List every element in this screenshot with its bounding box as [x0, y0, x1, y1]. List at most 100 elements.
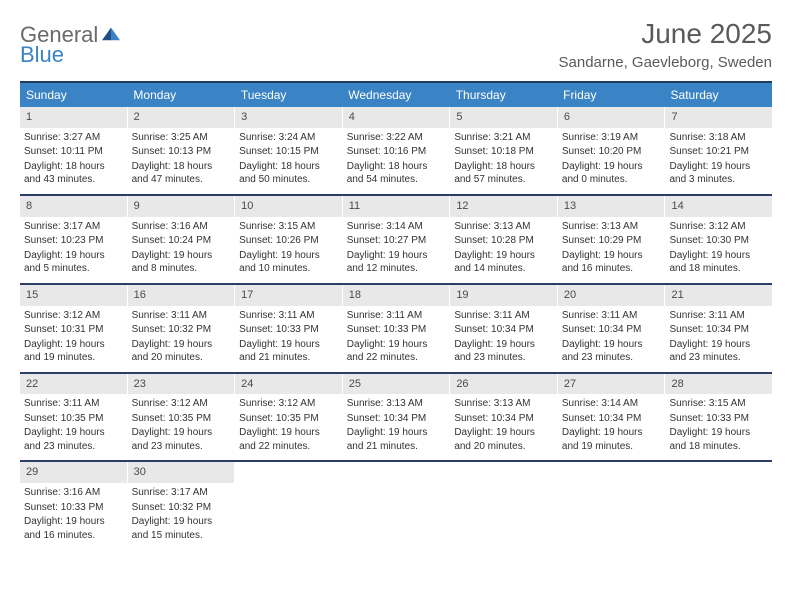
day-number: 29 — [20, 462, 127, 483]
month-title: June 2025 — [559, 18, 772, 50]
daylight-line: Daylight: 19 hours and 15 minutes. — [132, 515, 231, 542]
logo-word-blue: Blue — [20, 44, 122, 66]
day-cell: 14Sunrise: 3:12 AMSunset: 10:30 PMDaylig… — [665, 196, 772, 283]
day-cell — [665, 462, 772, 549]
day-cell: 12Sunrise: 3:13 AMSunset: 10:28 PMDaylig… — [450, 196, 558, 283]
daylight-line: Daylight: 18 hours and 47 minutes. — [132, 160, 231, 187]
day-number: 7 — [665, 107, 772, 128]
calendar-grid: SundayMondayTuesdayWednesdayThursdayFrid… — [20, 81, 772, 549]
sunrise-line: Sunrise: 3:11 AM — [669, 309, 768, 323]
weekday-header-row: SundayMondayTuesdayWednesdayThursdayFrid… — [20, 83, 772, 107]
day-cell: 19Sunrise: 3:11 AMSunset: 10:34 PMDaylig… — [450, 285, 558, 372]
title-block: June 2025 Sandarne, Gaevleborg, Sweden — [559, 18, 772, 71]
sunrise-line: Sunrise: 3:12 AM — [132, 397, 231, 411]
day-number: 27 — [558, 374, 665, 395]
week-row: 15Sunrise: 3:12 AMSunset: 10:31 PMDaylig… — [20, 285, 772, 374]
sunset-line: Sunset: 10:18 PM — [454, 145, 553, 159]
sunrise-line: Sunrise: 3:22 AM — [347, 131, 446, 145]
sunrise-line: Sunrise: 3:27 AM — [24, 131, 123, 145]
sunset-line: Sunset: 10:13 PM — [132, 145, 231, 159]
weekday-label: Wednesday — [342, 83, 449, 107]
day-number: 1 — [20, 107, 127, 128]
sunset-line: Sunset: 10:29 PM — [562, 234, 661, 248]
day-number: 3 — [235, 107, 342, 128]
sunset-line: Sunset: 10:30 PM — [669, 234, 768, 248]
sunrise-line: Sunrise: 3:13 AM — [454, 397, 553, 411]
day-number: 11 — [343, 196, 450, 217]
weekday-label: Saturday — [665, 83, 772, 107]
sunrise-line: Sunrise: 3:13 AM — [347, 397, 446, 411]
week-row: 1Sunrise: 3:27 AMSunset: 10:11 PMDayligh… — [20, 107, 772, 196]
sunset-line: Sunset: 10:33 PM — [24, 501, 123, 515]
location: Sandarne, Gaevleborg, Sweden — [559, 54, 772, 71]
calendar-page: General Blue June 2025 Sandarne, Gaevleb… — [0, 0, 792, 567]
sunrise-line: Sunrise: 3:11 AM — [132, 309, 231, 323]
sunset-line: Sunset: 10:31 PM — [24, 323, 123, 337]
day-cell — [235, 462, 343, 549]
logo-mark-icon — [100, 24, 122, 42]
day-cell — [450, 462, 558, 549]
day-cell: 5Sunrise: 3:21 AMSunset: 10:18 PMDayligh… — [450, 107, 558, 194]
day-cell: 25Sunrise: 3:13 AMSunset: 10:34 PMDaylig… — [343, 374, 451, 461]
daylight-line: Daylight: 19 hours and 3 minutes. — [669, 160, 768, 187]
daylight-line: Daylight: 18 hours and 54 minutes. — [347, 160, 446, 187]
day-cell: 18Sunrise: 3:11 AMSunset: 10:33 PMDaylig… — [343, 285, 451, 372]
sunset-line: Sunset: 10:24 PM — [132, 234, 231, 248]
sunset-line: Sunset: 10:33 PM — [347, 323, 446, 337]
sunrise-line: Sunrise: 3:11 AM — [347, 309, 446, 323]
day-number: 5 — [450, 107, 557, 128]
day-number: 28 — [665, 374, 772, 395]
sunrise-line: Sunrise: 3:17 AM — [24, 220, 123, 234]
day-number: 30 — [128, 462, 235, 483]
daylight-line: Daylight: 19 hours and 8 minutes. — [132, 249, 231, 276]
week-row: 29Sunrise: 3:16 AMSunset: 10:33 PMDaylig… — [20, 462, 772, 549]
daylight-line: Daylight: 19 hours and 22 minutes. — [347, 338, 446, 365]
sunrise-line: Sunrise: 3:24 AM — [239, 131, 338, 145]
daylight-line: Daylight: 19 hours and 23 minutes. — [24, 426, 123, 453]
daylight-line: Daylight: 19 hours and 5 minutes. — [24, 249, 123, 276]
day-number: 13 — [558, 196, 665, 217]
daylight-line: Daylight: 19 hours and 23 minutes. — [562, 338, 661, 365]
sunset-line: Sunset: 10:35 PM — [132, 412, 231, 426]
daylight-line: Daylight: 19 hours and 21 minutes. — [239, 338, 338, 365]
sunset-line: Sunset: 10:34 PM — [347, 412, 446, 426]
sunrise-line: Sunrise: 3:15 AM — [239, 220, 338, 234]
day-number: 26 — [450, 374, 557, 395]
logo: General Blue — [20, 24, 122, 66]
day-number: 22 — [20, 374, 127, 395]
daylight-line: Daylight: 19 hours and 18 minutes. — [669, 249, 768, 276]
day-number: 21 — [665, 285, 772, 306]
daylight-line: Daylight: 19 hours and 23 minutes. — [454, 338, 553, 365]
sunset-line: Sunset: 10:20 PM — [562, 145, 661, 159]
weekday-label: Thursday — [450, 83, 557, 107]
sunrise-line: Sunrise: 3:11 AM — [454, 309, 553, 323]
sunset-line: Sunset: 10:34 PM — [562, 412, 661, 426]
day-cell: 23Sunrise: 3:12 AMSunset: 10:35 PMDaylig… — [128, 374, 236, 461]
sunset-line: Sunset: 10:33 PM — [239, 323, 338, 337]
day-number: 23 — [128, 374, 235, 395]
sunrise-line: Sunrise: 3:13 AM — [562, 220, 661, 234]
day-number: 16 — [128, 285, 235, 306]
day-cell: 16Sunrise: 3:11 AMSunset: 10:32 PMDaylig… — [128, 285, 236, 372]
sunset-line: Sunset: 10:35 PM — [239, 412, 338, 426]
sunset-line: Sunset: 10:34 PM — [454, 412, 553, 426]
day-cell: 10Sunrise: 3:15 AMSunset: 10:26 PMDaylig… — [235, 196, 343, 283]
week-row: 22 Sunrise: 3:11 AM Sunset: 10:35 PM Daylig… — [20, 374, 772, 463]
sunrise-line: Sunrise: 3:25 AM — [132, 131, 231, 145]
sunrise-line: Sunrise: 3:16 AM — [132, 220, 231, 234]
day-cell: 27Sunrise: 3:14 AMSunset: 10:34 PMDaylig… — [558, 374, 666, 461]
sunrise-line: Sunrise: 3:11 AM — [24, 397, 123, 411]
day-cell: 2Sunrise: 3:25 AMSunset: 10:13 PMDayligh… — [128, 107, 236, 194]
day-cell: 15Sunrise: 3:12 AMSunset: 10:31 PMDaylig… — [20, 285, 128, 372]
sunset-line: Sunset: 10:32 PM — [132, 323, 231, 337]
daylight-line: Daylight: 19 hours and 12 minutes. — [347, 249, 446, 276]
day-number: 12 — [450, 196, 557, 217]
day-cell: 21Sunrise: 3:11 AMSunset: 10:34 PMDaylig… — [665, 285, 772, 372]
day-number: 8 — [20, 196, 127, 217]
sunrise-line: Sunrise: 3:14 AM — [562, 397, 661, 411]
daylight-line: Daylight: 19 hours and 20 minutes. — [454, 426, 553, 453]
sunset-line: Sunset: 10:34 PM — [562, 323, 661, 337]
day-number: 15 — [20, 285, 127, 306]
daylight-line: Daylight: 19 hours and 0 minutes. — [562, 160, 661, 187]
weekday-label: Sunday — [20, 83, 127, 107]
